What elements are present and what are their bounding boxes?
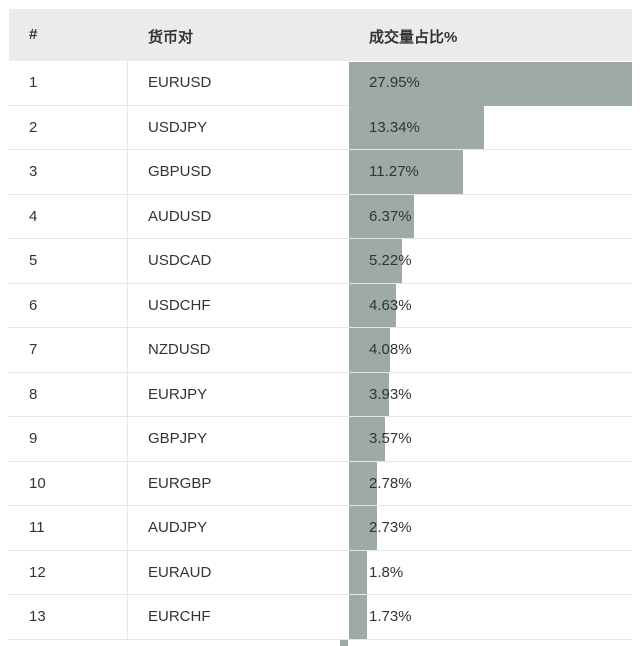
share-cell: 11.27%	[349, 150, 632, 194]
pair-cell: EURGBP	[148, 474, 212, 492]
rank-cell: 5	[29, 252, 38, 270]
table-row: 8 EURJPY 3.93%	[9, 372, 632, 417]
share-label: 2.73%	[369, 519, 412, 537]
share-bar	[349, 150, 464, 194]
rank-cell: 8	[29, 385, 38, 403]
table-row: 7 NZDUSD 4.08%	[9, 328, 632, 373]
share-cell: 1.8%	[349, 550, 632, 594]
share-bar	[349, 595, 367, 639]
table-row: 1 EURUSD 27.95%	[9, 61, 632, 106]
rank-cell: 13	[29, 608, 46, 626]
pair-cell: EURCHF	[148, 608, 211, 626]
share-label: 4.08%	[369, 341, 412, 359]
share-cell: 5.22%	[349, 239, 632, 283]
rank-cell: 10	[29, 474, 46, 492]
header-pair: 货币对	[148, 29, 194, 46]
next-row-bar-fragment	[340, 639, 348, 646]
column-divider	[127, 150, 128, 194]
pair-cell: USDCHF	[148, 296, 211, 314]
pair-cell: NZDUSD	[148, 341, 211, 359]
share-cell: 3.93%	[349, 372, 632, 416]
column-divider	[127, 506, 128, 550]
table-row: 5 USDCAD 5.22%	[9, 239, 632, 284]
table-row: 10 EURGBP 2.78%	[9, 461, 632, 506]
rank-cell: 11	[29, 519, 45, 537]
share-cell: 4.08%	[349, 328, 632, 372]
column-divider	[127, 239, 128, 283]
table-body: 1 EURUSD 27.95% 2 USDJPY 13.34% 3 GBPUSD 11.27% 4…	[9, 61, 632, 640]
pair-cell: EURJPY	[148, 385, 208, 403]
column-divider	[127, 328, 128, 372]
pair-cell: GBPJPY	[148, 430, 208, 448]
column-divider	[127, 550, 128, 594]
table-row: 2 USDJPY 13.34%	[9, 105, 632, 150]
share-bar	[349, 550, 368, 594]
column-divider	[127, 283, 128, 327]
rank-cell: 9	[29, 430, 38, 448]
share-bar	[349, 417, 386, 461]
share-label: 5.22%	[369, 252, 412, 270]
table-row: 4 AUDUSD 6.37%	[9, 194, 632, 239]
table-row: 6 USDCHF 4.63%	[9, 283, 632, 328]
column-divider	[127, 61, 128, 105]
table-row: 11 AUDJPY 2.73%	[9, 506, 632, 551]
share-bar	[349, 461, 378, 505]
share-bar	[349, 62, 632, 106]
rank-cell: 2	[29, 118, 38, 136]
share-label: 3.57%	[369, 430, 412, 448]
share-bar	[349, 105, 485, 149]
share-label: 4.63%	[369, 296, 412, 314]
column-divider	[127, 372, 128, 416]
share-bar	[349, 194, 414, 238]
table-row: 12 EURAUD 1.8%	[9, 550, 632, 595]
share-bar	[349, 506, 377, 550]
share-label: 2.78%	[369, 474, 412, 492]
pair-cell: EURUSD	[148, 74, 212, 92]
share-cell: 2.78%	[349, 461, 632, 505]
share-label: 13.34%	[369, 118, 420, 136]
table-row: 13 EURCHF 1.73%	[9, 595, 632, 640]
rank-cell: 6	[29, 296, 38, 314]
header-rank: #	[29, 26, 38, 43]
pair-cell: AUDUSD	[148, 207, 212, 225]
rank-cell: 4	[29, 207, 38, 225]
column-divider	[127, 417, 128, 461]
pair-cell: AUDJPY	[148, 519, 208, 537]
share-label: 6.37%	[369, 207, 412, 225]
rank-cell: 3	[29, 163, 38, 181]
share-label: 1.73%	[369, 608, 412, 626]
table-row: 3 GBPUSD 11.27%	[9, 150, 632, 195]
column-divider	[127, 194, 128, 238]
pair-cell: USDJPY	[148, 118, 208, 136]
column-divider	[127, 595, 128, 639]
header-share: 成交量占比%	[369, 29, 458, 46]
table-row: 9 GBPJPY 3.57%	[9, 417, 632, 462]
share-label: 1.8%	[369, 563, 404, 581]
share-cell: 27.95%	[349, 61, 632, 106]
rank-cell: 7	[29, 341, 38, 359]
pair-cell: EURAUD	[148, 563, 212, 581]
share-cell: 2.73%	[349, 506, 632, 550]
pair-cell: GBPUSD	[148, 163, 212, 181]
share-label: 3.93%	[369, 385, 412, 403]
column-divider	[127, 461, 128, 505]
share-label: 11.27%	[369, 163, 419, 181]
share-bar	[349, 283, 396, 327]
share-bar	[349, 328, 391, 372]
rank-cell: 1	[29, 74, 38, 92]
rank-cell: 12	[29, 563, 46, 581]
volume-share-table: # 货币对 成交量占比% 1 EURUSD 27.95% 2 USDJPY 13.34% 3…	[9, 9, 632, 640]
share-cell: 4.63%	[349, 283, 632, 327]
column-divider	[127, 105, 128, 149]
share-bar	[349, 372, 389, 416]
table-header: # 货币对 成交量占比%	[9, 9, 632, 61]
pair-cell: USDCAD	[148, 252, 212, 270]
share-label: 27.95%	[369, 74, 420, 92]
share-cell: 6.37%	[349, 194, 632, 238]
share-cell: 13.34%	[349, 105, 632, 149]
share-cell: 1.73%	[349, 595, 632, 639]
share-cell: 3.57%	[349, 417, 632, 461]
share-bar	[349, 239, 402, 283]
